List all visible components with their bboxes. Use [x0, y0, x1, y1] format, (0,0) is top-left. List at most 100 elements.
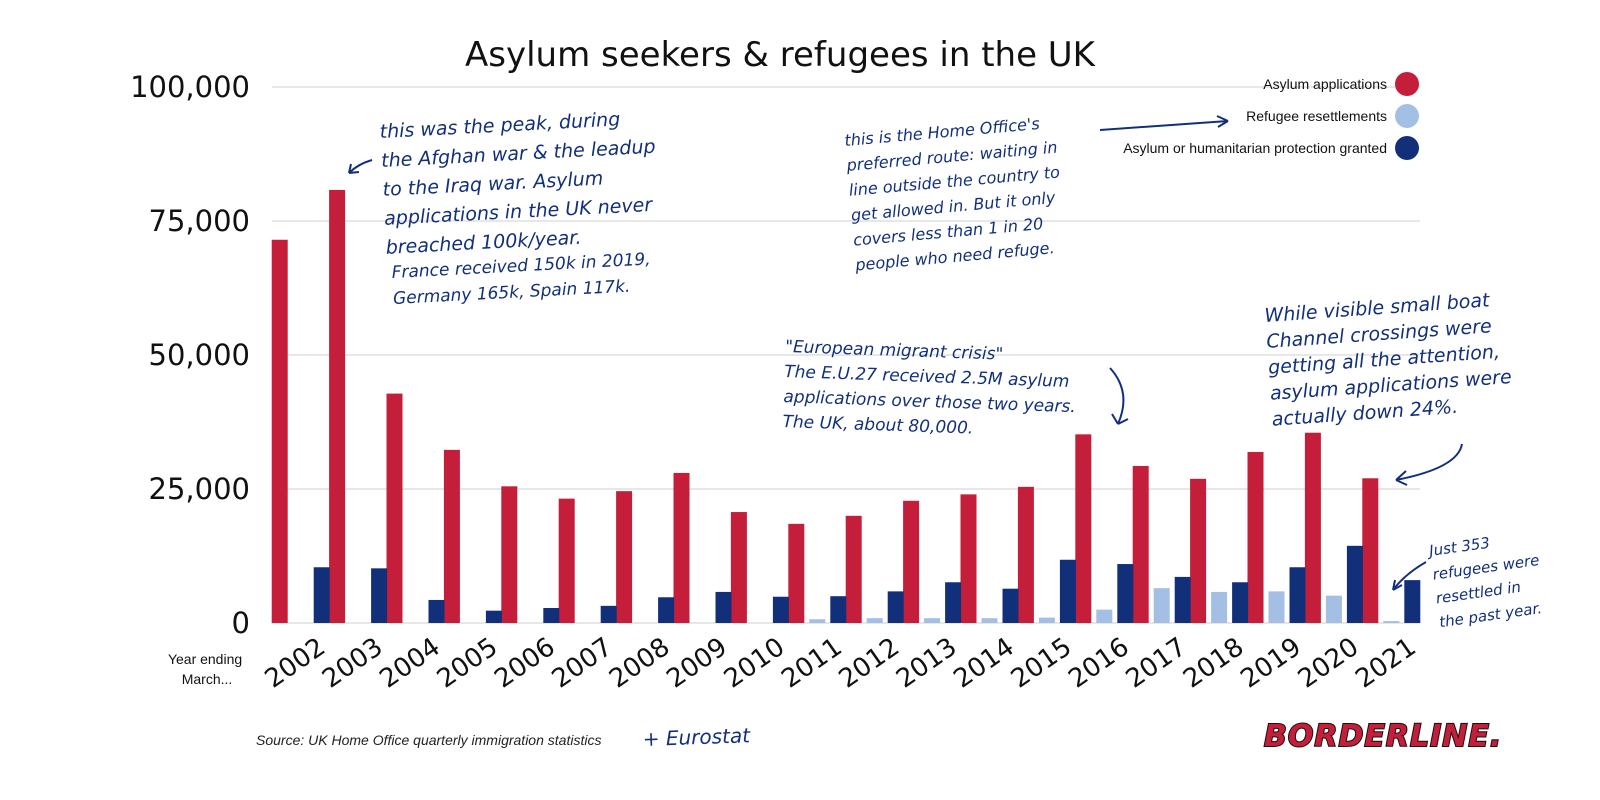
x-axis-ticks: 2002200320042005200620072008200920102011… [260, 632, 1422, 695]
annotation-line: the Afghan war & the leadup [381, 136, 656, 172]
bar-asylum-or-humanitarian-protection-granted-2006 [543, 607, 560, 623]
bar-asylum-or-humanitarian-protection-granted-2010 [772, 596, 789, 623]
bar-asylum-or-humanitarian-protection-granted-2005 [485, 610, 502, 623]
x-tick-label: 2008 [604, 632, 675, 695]
legend-swatch-refugee-resettlements [1395, 104, 1419, 128]
x-tick-label: 2004 [374, 632, 445, 695]
annotation-line: this was the peak, during [379, 108, 621, 143]
bar-asylum-applications-2018 [1190, 478, 1207, 623]
bar-refugee-resettlements-2021 [1383, 621, 1400, 623]
bar-asylum-or-humanitarian-protection-granted-2018 [1232, 582, 1249, 623]
bar-asylum-applications-2017 [1132, 465, 1149, 623]
bar-asylum-or-humanitarian-protection-granted-2017 [1174, 576, 1191, 623]
legend: Asylum applications Refugee resettlements… [1123, 72, 1419, 160]
arrow-peak [348, 159, 373, 174]
y-tick-label: 100,000 [130, 70, 250, 104]
bar-refugee-resettlements-2015 [1038, 617, 1055, 623]
annotation-line: The E.U.27 received 2.5M asylum [784, 362, 1070, 392]
bar-asylum-or-humanitarian-protection-granted-2007 [600, 605, 617, 623]
annotation-migrant-crisis: "European migrant crisis"The E.U.27 rece… [782, 337, 1076, 439]
x-tick-label: 2013 [891, 632, 962, 695]
bar-asylum-or-humanitarian-protection-granted-2011 [830, 596, 847, 623]
bar-refugee-resettlements-2016 [1096, 609, 1113, 623]
bar-asylum-applications-2011 [788, 523, 805, 623]
legend-label-refugee-resettlements: Refugee resettlements [1246, 108, 1387, 124]
arrow-home-office [1099, 115, 1229, 131]
legend-label-asylum-applications: Asylum applications [1263, 76, 1387, 92]
y-tick-label: 50,000 [149, 338, 250, 372]
bar-refugee-resettlements-2019 [1268, 591, 1285, 623]
bar-asylum-or-humanitarian-protection-granted-2020 [1346, 545, 1363, 623]
bar-asylum-applications-2020 [1304, 432, 1321, 623]
arrow-migrant-crisis [1109, 367, 1129, 425]
arrow-resettled [1392, 561, 1427, 591]
chart-title: Asylum seekers & refugees in the UK [465, 35, 1097, 75]
annotation-line: to the Iraq war. Asylum [382, 167, 604, 201]
x-tick-label: 2014 [948, 632, 1019, 695]
bar-asylum-applications-2007 [558, 498, 575, 623]
annotation-line: Just 353 [1425, 534, 1491, 561]
bar-asylum-or-humanitarian-protection-granted-2021 [1404, 580, 1421, 623]
annotation-line: "European migrant crisis" [785, 337, 1004, 365]
bar-asylum-applications-2008 [616, 491, 633, 623]
bar-refugee-resettlements-2017 [1153, 588, 1170, 623]
x-tick-label: 2018 [1178, 632, 1249, 695]
annotation-europe-compare: France received 150k in 2019,Germany 165… [391, 249, 651, 309]
bar-asylum-applications-2012 [845, 515, 862, 623]
bar-asylum-applications-2005 [443, 449, 460, 623]
gridlines [272, 86, 1420, 624]
bar-asylum-or-humanitarian-protection-granted-2008 [658, 597, 675, 623]
bars [271, 189, 1421, 624]
x-tick-label: 2021 [1350, 632, 1421, 695]
bar-asylum-applications-2009 [673, 472, 690, 623]
annotation-line: applications in the UK never [384, 194, 654, 230]
bar-refugee-resettlements-2018 [1211, 591, 1228, 623]
annotation-line: Germany 165k, Spain 117k. [393, 277, 631, 309]
source-handwritten: + Eurostat [642, 723, 751, 751]
bar-asylum-or-humanitarian-protection-granted-2004 [428, 599, 445, 623]
annotation-line: The UK, about 80,000. [782, 412, 973, 439]
bar-refugee-resettlements-2013 [924, 618, 941, 623]
bar-refugee-resettlements-2014 [981, 618, 998, 623]
bar-refugee-resettlements-2012 [866, 618, 883, 623]
y-axis-ticks: 0 25,000 50,000 75,000 100,000 [130, 70, 250, 640]
bar-asylum-or-humanitarian-protection-granted-2015 [1059, 559, 1076, 623]
bar-asylum-or-humanitarian-protection-granted-2013 [945, 582, 962, 623]
x-axis-label-line-1: Year ending [168, 651, 242, 667]
y-tick-label: 25,000 [149, 472, 250, 506]
bar-refugee-resettlements-2011 [809, 619, 826, 623]
bar-asylum-applications-2006 [501, 486, 518, 623]
x-tick-label: 2011 [776, 632, 847, 695]
x-tick-label: 2010 [719, 632, 790, 695]
x-tick-label: 2012 [834, 632, 905, 695]
legend-label-asylum-or-humanitarian-protection-granted: Asylum or humanitarian protection grante… [1123, 140, 1387, 156]
arrow-small-boats [1395, 443, 1463, 486]
bar-asylum-or-humanitarian-protection-granted-2014 [1002, 588, 1019, 623]
bar-asylum-or-humanitarian-protection-granted-2019 [1289, 567, 1306, 623]
bar-asylum-or-humanitarian-protection-granted-2016 [1117, 564, 1134, 623]
y-tick-label: 75,000 [149, 204, 250, 238]
bar-refugee-resettlements-2020 [1325, 595, 1342, 623]
bar-asylum-applications-2013 [903, 500, 920, 623]
bar-asylum-applications-2021 [1362, 478, 1379, 623]
bar-asylum-applications-2016 [1075, 434, 1092, 623]
legend-swatch-asylum-applications [1395, 72, 1419, 96]
x-tick-label: 2002 [260, 632, 331, 695]
bar-asylum-applications-2010 [730, 512, 747, 623]
bar-asylum-or-humanitarian-protection-granted-2009 [715, 591, 732, 623]
bar-asylum-applications-2002 [271, 239, 288, 623]
bar-asylum-applications-2003 [329, 189, 346, 624]
source-text: Source: UK Home Office quarterly immigra… [256, 732, 601, 748]
bar-asylum-or-humanitarian-protection-granted-2002 [313, 567, 330, 623]
x-tick-label: 2003 [317, 632, 388, 695]
x-tick-label: 2016 [1063, 632, 1134, 695]
x-tick-label: 2020 [1293, 632, 1364, 695]
borderline-logo: BORDERLINE. [1264, 719, 1502, 754]
y-tick-label: 0 [232, 606, 250, 640]
x-tick-label: 2019 [1235, 632, 1306, 695]
bar-asylum-or-humanitarian-protection-granted-2003 [371, 568, 388, 623]
x-tick-label: 2015 [1006, 632, 1077, 695]
